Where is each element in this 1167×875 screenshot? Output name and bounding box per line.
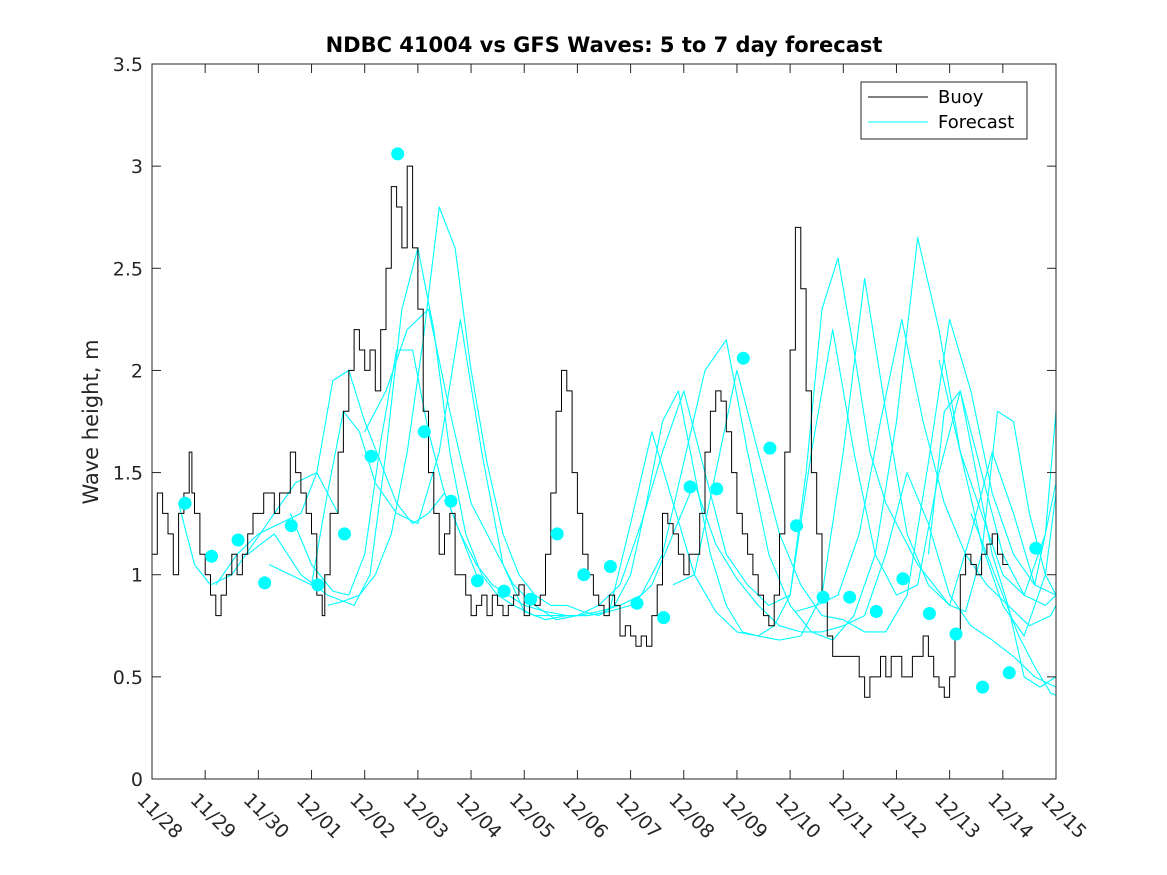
forecast-point: [550, 527, 564, 541]
forecast-point: [657, 611, 671, 625]
y-tick-label: 2.5: [113, 258, 143, 280]
forecast-point: [710, 482, 724, 496]
forecast-line-10: [938, 360, 1056, 637]
chart-title: NDBC 41004 vs GFS Waves: 5 to 7 day fore…: [326, 33, 883, 57]
forecast-point: [896, 572, 910, 586]
forecast-point: [816, 590, 830, 604]
forecast-point: [922, 607, 936, 620]
forecast-point: [736, 351, 750, 365]
forecast-point: [338, 527, 351, 541]
forecast-line-11: [927, 390, 1056, 688]
forecast-point: [630, 596, 644, 610]
legend-label-buoy: Buoy: [938, 87, 984, 108]
forecast-point: [577, 568, 591, 582]
forecast-point: [178, 496, 192, 510]
forecast-point: [1029, 541, 1043, 555]
forecast-point: [205, 549, 219, 563]
forecast-point: [1002, 666, 1016, 680]
legend-label-forecast: Forecast: [938, 112, 1014, 133]
forecast-point: [949, 627, 963, 641]
forecast-line-7: [364, 237, 1056, 641]
forecast-point: [284, 519, 298, 533]
forecast-point: [524, 592, 538, 606]
y-tick-label: 1: [131, 565, 143, 587]
forecast-point: [311, 578, 325, 592]
forecast-point: [869, 605, 883, 618]
y-tick-label: 2: [131, 360, 143, 382]
forecast-point: [843, 590, 857, 604]
plot-area: [152, 147, 1056, 698]
forecast-point: [683, 480, 697, 494]
forecast-point: [391, 147, 405, 161]
forecast-point: [790, 519, 803, 533]
buoy-line: [152, 165, 1009, 698]
forecast-line-2: [215, 369, 477, 586]
forecast-line-5: [289, 277, 1056, 641]
y-axis-label: Wave height, m: [79, 339, 103, 504]
forecast-point: [470, 574, 484, 588]
y-tick-label: 0: [131, 769, 143, 791]
series-layer: [152, 165, 1056, 698]
forecast-point: [444, 494, 458, 508]
y-tick-label: 3.5: [113, 54, 143, 76]
forecast-line-9: [795, 318, 1056, 627]
forecast-line-6: [327, 206, 1056, 637]
y-tick-label: 0.5: [113, 667, 143, 689]
forecast-point: [976, 680, 990, 694]
axes-box: [151, 63, 1057, 780]
forecast-point: [763, 441, 777, 455]
forecast-point: [364, 449, 378, 463]
forecast-point: [231, 533, 245, 547]
axes: [151, 63, 1057, 780]
y-tick-label: 1.5: [113, 463, 143, 485]
forecast-points: [178, 147, 1043, 694]
forecast-point: [603, 560, 617, 573]
legend: Buoy Forecast: [860, 81, 1028, 140]
forecast-point: [258, 576, 272, 590]
y-axis-ticks: 0 0.5 1 1.5 2 2.5 3 3.5: [113, 54, 1056, 791]
forecast-line-3: [247, 247, 1056, 617]
forecast-point: [417, 425, 431, 439]
forecast-line-1: [178, 472, 339, 586]
forecast-line-8: [672, 318, 1056, 633]
y-tick-label: 3: [131, 156, 143, 178]
legend-box: [860, 81, 1028, 140]
forecast-point: [497, 584, 511, 598]
